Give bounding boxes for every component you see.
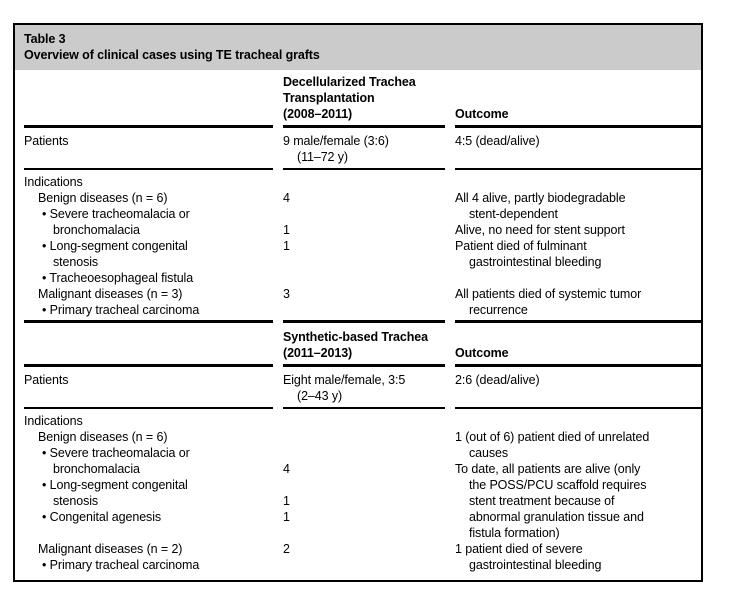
table-row: Patients 9 male/female (3:6) 4:5 (dead/ali… (24, 133, 701, 149)
indications-section: Indications Benign diseases (n = 6) 1 (ou… (24, 413, 701, 573)
table-row: stenosis 1 stent treatment because of (24, 493, 701, 509)
case-count: 4 (283, 462, 290, 476)
indication-label: • Long-segment congenital (42, 239, 188, 253)
indication-label: • Severe tracheomalacia or (42, 446, 190, 460)
table-row: stenosis gastrointestinal bleeding (24, 254, 701, 270)
outcome-text: fistula formation) (469, 526, 560, 540)
table-row: • Primary tracheal carcinoma recurrence (24, 302, 701, 318)
patients-outcome: 2:6 (dead/alive) (455, 373, 540, 387)
table-caption: Overview of clinical cases using TE trac… (24, 48, 320, 62)
outcome-text: recurrence (469, 303, 528, 317)
table-row: Indications (24, 413, 701, 429)
outcome-text: abnormal granulation tissue and (469, 510, 644, 524)
table-number: Table 3 (24, 32, 66, 46)
indication-label: Malignant diseases (n = 2) (38, 542, 183, 556)
indication-label: stenosis (53, 494, 99, 508)
table-row: • Severe tracheomalacia or stent-dependen… (24, 206, 701, 222)
table-rule (24, 125, 701, 128)
case-count: 1 (283, 239, 290, 253)
indication-label: stenosis (53, 255, 99, 269)
table-rule (24, 320, 701, 323)
outcome-text: 1 (out of 6) patient died of unrelated (455, 430, 650, 444)
patients-rows: Patients 9 male/female (3:6) 4:5 (dead/ali… (24, 133, 701, 165)
table-row: • Severe tracheomalacia or causes (24, 445, 701, 461)
indication-label: • Tracheoesophageal fistula (42, 271, 194, 285)
treatment-header-line: Transplantation (283, 91, 375, 105)
case-count: 1 (283, 510, 290, 524)
table-row: fistula formation) (24, 525, 701, 541)
table-row: (11–72 y) (24, 149, 701, 165)
table-row: • Long-segment congenital the POSS/PCU sc… (24, 477, 701, 493)
patients-label: Patients (24, 373, 69, 387)
indications-section: Indications Benign diseases (n = 6) 4 All … (24, 174, 701, 318)
outcome-text: gastrointestinal bleeding (469, 255, 602, 269)
treatment-header-line: (2008–2011) (283, 107, 353, 121)
outcome-text: Patient died of fulminant (455, 239, 587, 253)
indication-label: • Primary tracheal carcinoma (42, 303, 200, 317)
table-row: bronchomalacia 1 Alive, no need for stent … (24, 222, 701, 238)
indication-label: • Primary tracheal carcinoma (42, 558, 200, 572)
table-rule (24, 364, 701, 367)
table-row: Benign diseases (n = 6) 1 (out of 6) pati… (24, 429, 701, 445)
indication-label: • Severe tracheomalacia or (42, 207, 190, 221)
table-row: Benign diseases (n = 6) 4 All 4 alive, par… (24, 190, 701, 206)
outcome-text: To date, all patients are alive (only (455, 462, 641, 476)
indication-label: bronchomalacia (53, 462, 140, 476)
table-row: • Primary tracheal carcinoma gastrointest… (24, 557, 701, 573)
outcome-text: All 4 alive, partly biodegradable (455, 191, 626, 205)
case-count: 2 (283, 542, 290, 556)
indication-label: bronchomalacia (53, 223, 140, 237)
outcome-text: gastrointestinal bleeding (469, 558, 602, 572)
case-count: 1 (283, 223, 290, 237)
table-title-band: Table 3 Overview of clinical cases using… (15, 25, 701, 70)
indications-label: Indications (24, 175, 83, 189)
indication-label: Benign diseases (n = 6) (38, 191, 168, 205)
patients-outcome: 4:5 (dead/alive) (455, 134, 540, 148)
section-header: Synthetic-based Trachea (2011–2013) Outco… (24, 329, 701, 361)
patients-value: (11–72 y) (297, 150, 348, 164)
patients-value: (2–43 y) (297, 389, 343, 403)
indication-label: • Long-segment congenital (42, 478, 188, 492)
outcome-text: Alive, no need for stent support (455, 223, 625, 237)
table-row: • Congenital agenesis 1 abnormal granulati… (24, 509, 701, 525)
treatment-header-line: Decellularized Trachea (283, 75, 416, 89)
patients-rows: Patients Eight male/female, 3:5 2:6 (dead/… (24, 372, 701, 404)
patients-label: Patients (24, 134, 69, 148)
patients-value: Eight male/female, 3:5 (283, 373, 406, 387)
table-rule (24, 168, 701, 170)
outcome-text: 1 patient died of severe (455, 542, 583, 556)
table-figure: Table 3 Overview of clinical cases using… (13, 23, 703, 582)
outcome-text: stent treatment because of (469, 494, 615, 508)
table-row: Malignant diseases (n = 2) 2 1 patient die… (24, 541, 701, 557)
table-rule (24, 407, 701, 409)
patients-value: 9 male/female (3:6) (283, 134, 389, 148)
outcome-text: the POSS/PCU scaffold requires (469, 478, 647, 492)
case-count: 1 (283, 494, 290, 508)
table-row: Indications (24, 174, 701, 190)
table-row: Patients Eight male/female, 3:5 2:6 (dead/… (24, 372, 701, 388)
table-row: (2–43 y) (24, 388, 701, 404)
outcome-text: All patients died of systemic tumor (455, 287, 642, 301)
table-row: • Tracheoesophageal fistula (24, 270, 701, 286)
treatment-header-line: (2011–2013) (283, 346, 353, 360)
indication-label: • Congenital agenesis (42, 510, 162, 524)
treatment-header-line: Synthetic-based Trachea (283, 330, 428, 344)
outcome-text: stent-dependent (469, 207, 558, 221)
indication-label: Benign diseases (n = 6) (38, 430, 168, 444)
section-header: Decellularized Trachea Transplantation (… (24, 74, 701, 122)
table-body: Decellularized Trachea Transplantation (… (15, 70, 701, 573)
case-count: 3 (283, 287, 290, 301)
table-row: • Long-segment congenital 1 Patient died o… (24, 238, 701, 254)
outcome-text: causes (469, 446, 509, 460)
outcome-header: Outcome (455, 107, 509, 121)
table-row: Malignant diseases (n = 3) 3 All patients … (24, 286, 701, 302)
table-row: bronchomalacia 4 To date, all patients are… (24, 461, 701, 477)
indications-label: Indications (24, 414, 83, 428)
outcome-header: Outcome (455, 346, 509, 360)
case-count: 4 (283, 191, 290, 205)
indication-label: Malignant diseases (n = 3) (38, 287, 183, 301)
